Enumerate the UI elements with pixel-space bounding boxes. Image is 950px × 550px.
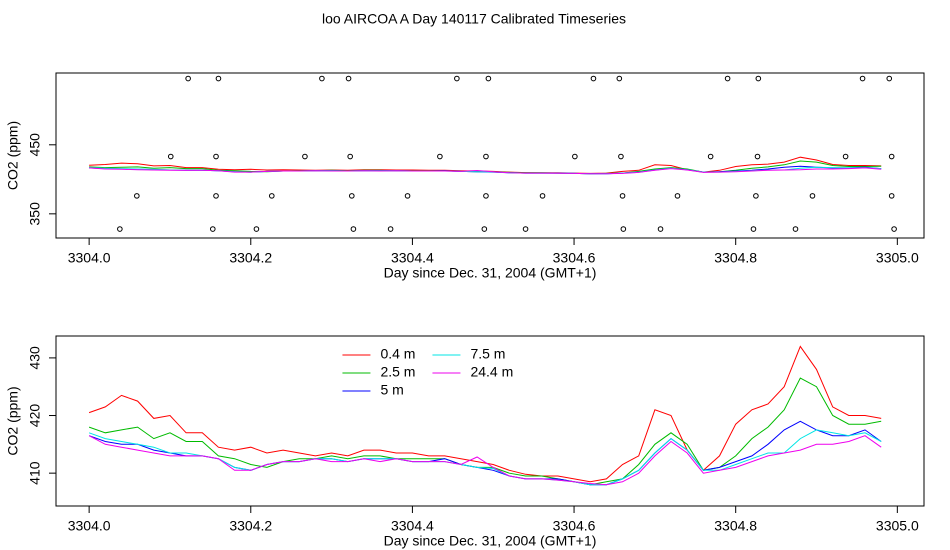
y-axis-label: CO2 (ppm) [5,386,21,455]
calibration-point [619,193,626,199]
plot-frame [55,335,925,507]
y-tick-label: 410 [27,461,43,485]
x-tick-label: 3304.4 [391,518,434,534]
calibration-point [674,193,681,199]
calibration-point [620,226,627,232]
y-tick-label: 450 [27,133,43,157]
calibration-point [215,75,222,82]
calibration-point [454,75,460,82]
calibration-point [792,226,799,232]
y-axis-label: CO2 (ppm) [5,121,21,190]
calibration-point [213,153,219,160]
calibration-point [842,153,849,160]
calibration-point [483,153,489,160]
x-tick-label: 3304.8 [714,518,757,534]
calibration-point [539,193,546,199]
calibration-point [347,153,353,160]
series-line [88,435,882,486]
calibration-point [483,193,489,199]
calibration-point [616,75,623,82]
y-tick-label: 430 [27,346,43,370]
calibration-point [657,226,664,232]
series-line [88,377,882,486]
calibration-point [755,75,762,82]
series-line [88,345,882,483]
calibration-point [319,75,325,82]
calibration-point [117,226,123,232]
calibration-point [387,226,394,232]
calibration-point [213,193,219,199]
legend-label: 7.5 m [470,346,505,362]
calibration-point [350,226,357,232]
x-tick-label: 3304.6 [553,250,596,266]
legend-label: 5 m [380,382,403,398]
calibration-point [134,193,140,199]
figure-title: loo AIRCOA A Day 140117 Calibrated Times… [322,11,626,27]
calibration-point [185,75,191,82]
calibration-point [485,75,492,82]
y-tick-label: 420 [27,404,43,428]
x-tick-label: 3304.0 [68,250,111,266]
x-tick-label: 3305.0 [876,250,919,266]
legend-label: 2.5 m [380,364,415,380]
calibration-point [886,75,893,82]
calibration-point [348,193,355,199]
calibration-point [590,75,597,82]
calibration-point [268,193,275,199]
x-tick-label: 3304.8 [714,250,757,266]
calibration-point [859,75,866,82]
calibration-point [345,75,352,82]
x-axis-label: Day since Dec. 31, 2004 (GMT+1) [384,533,597,549]
calibration-point [707,153,714,160]
calibration-point [404,193,411,199]
calibration-point [888,193,895,199]
x-tick-label: 3305.0 [876,518,919,534]
calibration-point [888,153,895,160]
calibration-point [572,153,578,160]
calibration-point [253,226,260,232]
calibration-point [618,153,624,160]
x-tick-label: 3304.4 [391,250,434,266]
calibration-point [754,153,761,160]
y-tick-label: 350 [27,202,43,226]
calibration-point [724,75,731,82]
x-tick-label: 3304.2 [229,518,272,534]
x-axis-label: Day since Dec. 31, 2004 (GMT+1) [384,265,597,281]
calibration-point [522,226,529,232]
calibration-point [809,193,816,199]
legend-label: 0.4 m [380,346,415,362]
calibration-point [753,193,759,199]
calibration-point [167,153,174,160]
plot-frame [55,72,925,239]
x-tick-label: 3304.2 [229,250,272,266]
calibration-point [481,226,488,232]
series-line [89,167,882,175]
calibration-point [209,226,216,232]
calibration-point [302,153,308,160]
calibration-point [437,153,443,160]
legend-label: 24.4 m [470,364,513,380]
x-tick-label: 3304.6 [553,518,596,534]
calibration-point [750,226,757,232]
x-tick-label: 3304.0 [68,518,111,534]
calibration-point [891,226,897,232]
